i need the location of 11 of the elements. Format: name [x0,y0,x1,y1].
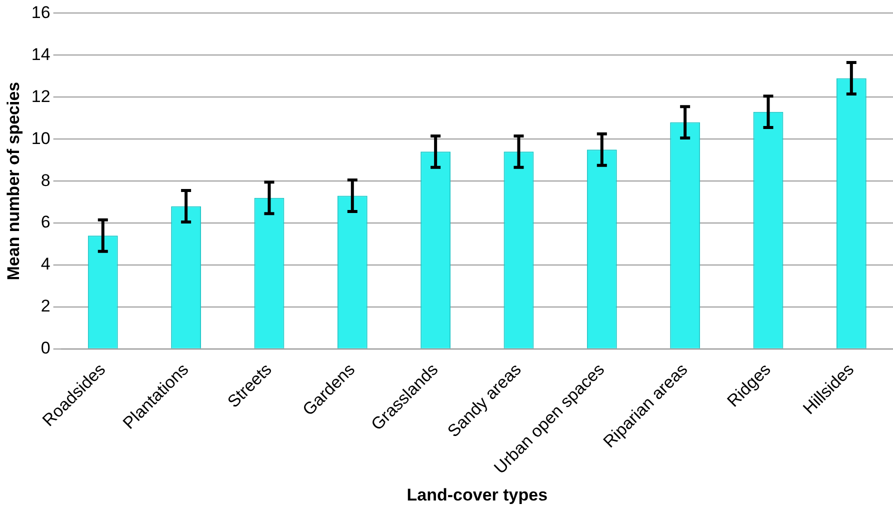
y-tick-label: 16 [31,2,50,22]
y-tick-label: 4 [40,254,50,274]
y-tick-label: 2 [40,296,50,316]
y-tick-label: 0 [40,338,50,358]
x-axis-title: Land-cover types [406,485,548,504]
y-tick-label: 6 [40,212,50,232]
y-tick-label: 12 [31,86,50,106]
y-axis-title: Mean number of species [4,82,23,280]
y-tick-label: 10 [31,128,50,148]
y-tick-label: 14 [31,44,50,64]
y-tick-label: 8 [40,170,50,190]
